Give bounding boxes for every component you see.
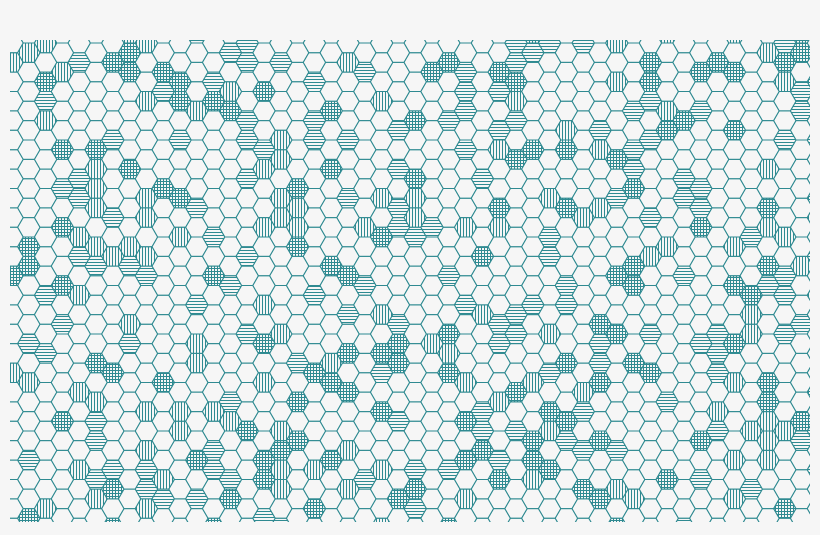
hex-cell-empty (171, 517, 189, 522)
hex-cell-empty (806, 95, 810, 108)
hex-cell-empty (709, 517, 726, 522)
hex-cell-horizontal-lines (806, 463, 810, 476)
hex-cell-horizontal-lines (806, 134, 810, 146)
hex-cell-empty (806, 231, 810, 243)
hex-cell-empty (507, 517, 525, 522)
hex-cell-crosshatch (806, 192, 810, 205)
hex-cell-crosshatch (608, 517, 626, 522)
hex-cell-horizontal-lines (806, 425, 810, 437)
hex-cell-empty (776, 517, 794, 522)
hexagon-cells (10, 40, 820, 535)
hex-cell-vertical-lines (806, 289, 810, 302)
hex-cell-empty (474, 517, 491, 522)
hex-cell-empty (806, 366, 810, 379)
hex-cell-vertical-lines (806, 211, 810, 224)
hex-cell-crosshatch (104, 517, 122, 522)
hex-cell-empty (806, 405, 810, 418)
hex-cell-empty (806, 269, 810, 282)
hex-cell-horizontal-lines (675, 517, 693, 522)
hex-cell-empty (806, 40, 810, 49)
hex-cell-empty (806, 56, 810, 69)
hex-cell-empty (806, 153, 810, 166)
hex-cell-empty (642, 517, 659, 522)
hex-cell-horizontal-lines (806, 250, 810, 263)
hex-cell-empty (806, 347, 810, 360)
hex-cell-crosshatch (806, 386, 810, 399)
hex-cell-crosshatch (806, 75, 810, 88)
hex-cell-empty (806, 308, 810, 321)
hex-cell-empty (806, 483, 810, 496)
hex-cell-empty (806, 444, 810, 457)
hex-cell-vertical-lines (373, 517, 390, 522)
hex-cell-empty (70, 517, 88, 522)
hex-cell-empty (541, 517, 558, 522)
hex-cell-empty (742, 517, 760, 522)
hex-cell-crosshatch (440, 517, 458, 522)
hex-cell-empty (806, 114, 810, 127)
hex-cell-empty (806, 328, 810, 340)
hex-cell-empty (806, 502, 810, 515)
hex-cell-empty (306, 517, 323, 522)
hex-cell-empty (339, 517, 357, 522)
hex-cell-empty (806, 172, 810, 185)
hex-cell-empty (406, 517, 424, 522)
hex-cell-empty (574, 517, 592, 522)
hex-cell-crosshatch (205, 517, 222, 522)
hex-cell-crosshatch (807, 518, 820, 535)
hex-cell-empty (138, 517, 155, 522)
